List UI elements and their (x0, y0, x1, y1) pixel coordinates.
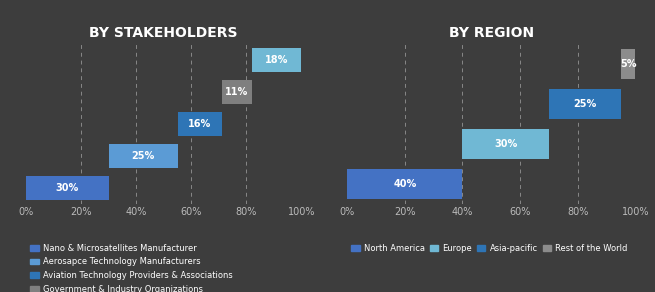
Bar (221, 80, 252, 104)
Bar (347, 169, 462, 199)
Bar (178, 112, 221, 136)
Text: 25%: 25% (573, 99, 597, 109)
Text: 30%: 30% (494, 139, 517, 149)
Text: 30%: 30% (56, 183, 79, 193)
Bar (26, 176, 109, 200)
Text: 11%: 11% (225, 87, 248, 97)
Bar (252, 48, 301, 72)
Text: 25%: 25% (132, 151, 155, 161)
Legend: Nano & Microsatellites Manufacturer, Aerosapce Technology Manufacturers, Aviatio: Nano & Microsatellites Manufacturer, Aer… (30, 244, 233, 292)
Text: 18%: 18% (265, 55, 288, 65)
Text: 16%: 16% (188, 119, 211, 129)
Text: 40%: 40% (393, 179, 417, 189)
Bar (109, 144, 178, 168)
Bar (549, 89, 621, 119)
Legend: North America, Europe, Asia-pacific, Rest of the World: North America, Europe, Asia-pacific, Res… (351, 244, 627, 253)
Title: BY STAKEHOLDERS: BY STAKEHOLDERS (90, 26, 238, 40)
Bar (621, 49, 635, 79)
Title: BY REGION: BY REGION (449, 26, 534, 40)
Text: 5%: 5% (620, 59, 637, 69)
Bar (462, 129, 549, 159)
